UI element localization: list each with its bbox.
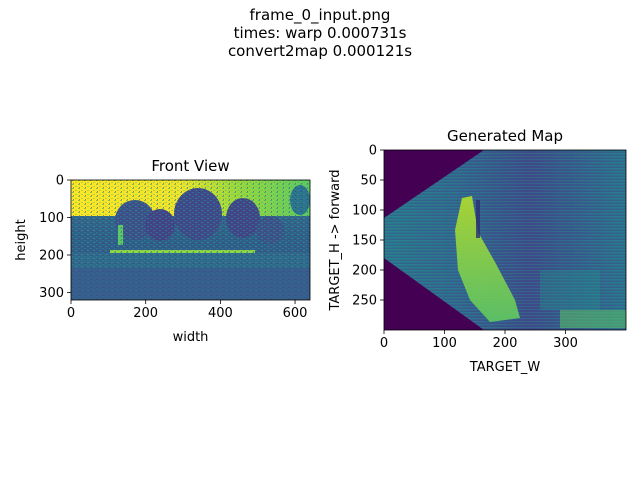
front-view-image (71, 180, 310, 300)
y-tick-label: 150 (352, 234, 377, 249)
front-view-xlabel: width (173, 330, 209, 345)
x-tick-label: 0 (380, 336, 388, 351)
x-tick-label: 300 (553, 336, 578, 351)
y-tick-label: 200 (352, 264, 377, 279)
generated-map-ticks: 0 100 200 300 0 50 100 150 200 250 (352, 144, 578, 352)
y-tick-label: 200 (39, 249, 64, 264)
y-tick-label: 100 (39, 211, 64, 226)
generated-map-xlabel: TARGET_W (469, 360, 541, 375)
x-tick-label: 0 (67, 306, 75, 321)
generated-map-axes: Generated Map 0 100 200 300050100150200250 … (328, 127, 627, 375)
y-tick-label: 250 (352, 294, 377, 309)
y-tick-label: 0 (369, 144, 377, 159)
front-view-ticks: 0 200 400 600 0 100 200 300 (39, 174, 307, 322)
generated-map-title: Generated Map (447, 127, 563, 145)
suptitle-line-1: frame_0_input.png (249, 6, 391, 24)
y-tick-label: 300 (39, 286, 64, 301)
generated-map-image (384, 150, 626, 330)
x-tick-label: 200 (133, 306, 158, 321)
x-tick-label: 200 (493, 336, 518, 351)
y-tick-label: 0 (56, 174, 64, 189)
front-view-title: Front View (151, 157, 229, 175)
front-view-ylabel: height (14, 219, 29, 260)
figure-suptitle: frame_0_input.png times: warp 0.000731s … (0, 6, 640, 60)
y-tick-label: 50 (360, 174, 377, 189)
suptitle-line-2: times: warp 0.000731s (233, 24, 407, 42)
x-tick-label: 100 (432, 336, 457, 351)
generated-map-ylabel: TARGET_H -> forward (328, 169, 343, 311)
x-tick-label: 600 (283, 306, 308, 321)
suptitle-line-3: convert2map 0.000121s (227, 42, 413, 60)
y-tick-label: 100 (352, 204, 377, 219)
x-tick-label: 400 (208, 306, 233, 321)
